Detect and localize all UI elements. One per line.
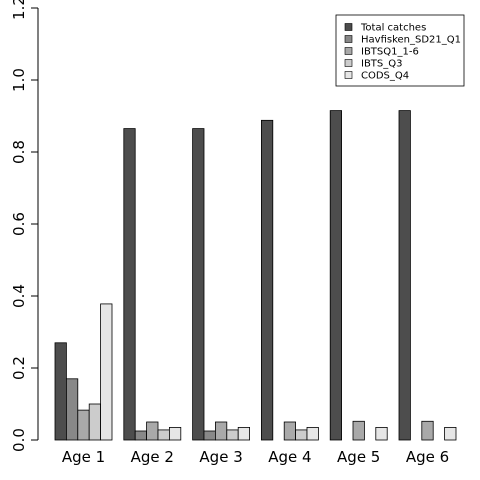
bar (226, 429, 239, 441)
bar (66, 378, 79, 441)
bar (146, 421, 159, 441)
bar (375, 426, 388, 441)
x-tick-label: Age 5 (337, 448, 380, 466)
bar (77, 409, 90, 441)
y-tick-label: 0.0 (10, 428, 28, 452)
x-tick-label: Age 4 (268, 448, 311, 466)
legend-label: Total catches (360, 23, 426, 34)
bar (444, 426, 457, 441)
x-tick-label: Age 6 (406, 448, 449, 466)
y-tick-label: 0.2 (10, 356, 28, 380)
bar (260, 119, 274, 441)
bar (329, 110, 343, 441)
x-tick-label: Age 1 (62, 448, 105, 466)
legend-swatch (344, 47, 353, 55)
legend-box (335, 14, 465, 87)
legend-swatch (344, 23, 353, 31)
legend-swatch (344, 71, 353, 79)
bar (134, 430, 147, 441)
bar (352, 420, 365, 441)
bar (157, 429, 170, 441)
bar (168, 426, 182, 441)
bar (100, 303, 113, 441)
bar (421, 420, 434, 441)
y-tick-label: 0.6 (10, 212, 28, 236)
bar (214, 421, 228, 441)
bars (54, 110, 457, 441)
y-tick-label: 0.8 (10, 140, 28, 164)
x-tick-label: Age 2 (131, 448, 174, 466)
legend-label: Havfisken_SD21_Q1 (361, 35, 461, 46)
y-tick-label: 0.4 (10, 284, 28, 308)
bar (203, 430, 216, 441)
bar (54, 342, 67, 441)
x-axis-labels: Age 1 Age 2 Age 3 Age 4 Age 5 Age 6 (62, 448, 449, 466)
y-tick-label: 1.0 (10, 68, 28, 92)
bar (306, 426, 319, 441)
legend-label: CODS_Q4 (361, 71, 409, 82)
y-tick-label: 1.2 (10, 0, 28, 20)
y-axis: 0.0 0.2 0.4 0.6 0.8 1.0 1.2 (10, 0, 39, 452)
bar (283, 421, 297, 441)
legend-label: IBTS_Q3 (361, 59, 403, 70)
bar (192, 128, 205, 441)
bar (295, 429, 308, 441)
bar (123, 128, 136, 441)
bar (398, 110, 411, 441)
legend-swatch (344, 35, 353, 43)
bar (88, 403, 101, 441)
x-tick-label: Age 3 (199, 448, 242, 466)
bar (237, 426, 250, 441)
legend-swatch (344, 59, 353, 67)
legend-label: IBTSQ1_1-6 (361, 47, 419, 58)
legend: Total catchesHavfisken_SD21_Q1IBTSQ1_1-6… (335, 14, 465, 87)
